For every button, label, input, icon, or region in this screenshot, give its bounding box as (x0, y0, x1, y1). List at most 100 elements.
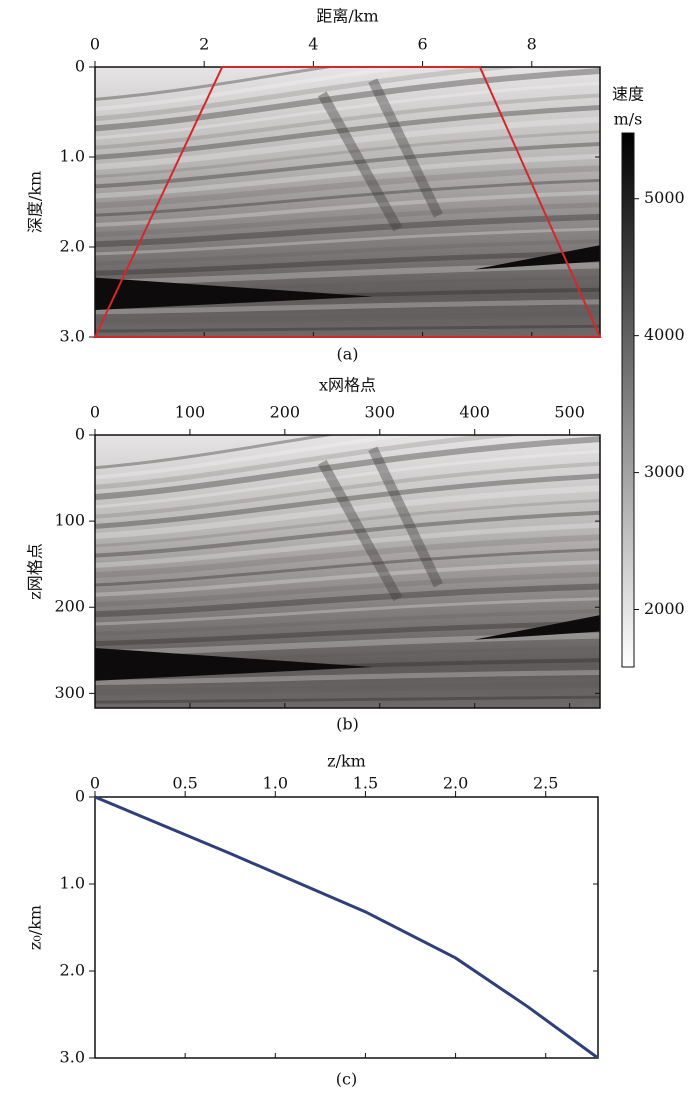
image-layer (95, 670, 600, 686)
x-axis-label: x网格点 (319, 376, 376, 395)
image-layer (95, 473, 600, 529)
image-layer (95, 105, 600, 160)
image-layer (95, 250, 600, 276)
image-layer (95, 213, 600, 248)
y-tick-label: 200 (54, 597, 85, 616)
y-tick-label: 3.0 (60, 1048, 85, 1067)
y-tick-label: 1.0 (60, 147, 85, 166)
caption: (b) (336, 715, 359, 734)
image-layer (95, 141, 600, 189)
colorbar-unit: m/s (614, 110, 643, 129)
x-tick-label: 8 (527, 35, 537, 54)
image-layer (95, 499, 600, 548)
x-tick-label: 300 (365, 403, 396, 422)
image-wedge (473, 615, 600, 640)
image-fault (368, 78, 443, 218)
line (94, 795, 599, 1060)
image-layer (95, 571, 600, 607)
image-layer (95, 620, 600, 647)
image-layer (95, 435, 528, 490)
image-layer (95, 190, 600, 227)
image-layer (95, 165, 600, 209)
image-layer (95, 67, 418, 112)
image-layer (95, 522, 600, 568)
image-layer (95, 68, 600, 132)
y-tick-label: 2.0 (60, 961, 85, 980)
x-tick-label: 200 (270, 403, 301, 422)
x-tick-label: 2 (199, 35, 209, 54)
image-layer (95, 93, 600, 150)
x-tick-label: 1.5 (353, 774, 378, 793)
image-layer (437, 707, 600, 708)
velocity-image (95, 435, 600, 708)
image-layer (95, 178, 600, 217)
colorbar-tick-label: 4000 (644, 325, 685, 344)
survey-outline (93, 66, 602, 338)
image-layer (95, 239, 600, 266)
image-wedge (95, 647, 373, 681)
x-tick-label: 1.0 (263, 774, 288, 793)
image-wedge (95, 277, 373, 310)
y-axis-label: z₀/km (26, 905, 45, 950)
y-tick-label: 2.0 (60, 237, 85, 256)
x-tick-label: 400 (459, 403, 490, 422)
image-layer (95, 311, 600, 325)
image-layer (95, 681, 600, 696)
x-tick-label: 500 (554, 403, 585, 422)
image-layer (95, 609, 600, 636)
image-layer (95, 461, 600, 519)
x-tick-label: 2.0 (443, 774, 468, 793)
image-layer (95, 202, 600, 238)
y-axis-label: 深度/km (26, 171, 45, 233)
y-tick-label: 1.0 (60, 874, 85, 893)
image-layer (95, 227, 600, 256)
velocity-image (95, 67, 600, 337)
colorbar-tick-label: 2000 (644, 599, 685, 618)
image-fault (317, 459, 403, 602)
y-tick-label: 100 (54, 511, 85, 530)
image-layer (95, 597, 600, 626)
x-tick-label: 0 (90, 35, 100, 54)
plot-frame (94, 796, 599, 1059)
image-layer (432, 336, 600, 337)
image-layer (95, 695, 600, 704)
colorbar-tick-label: 3000 (644, 462, 685, 481)
y-tick-label: 0 (75, 425, 85, 444)
image-layer (95, 153, 600, 199)
x-tick-label: 4 (308, 35, 318, 54)
x-tick-label: 6 (417, 35, 427, 54)
image-layer (95, 485, 600, 540)
image-layer (95, 436, 600, 501)
image-layer (95, 534, 600, 579)
image-layer (95, 632, 600, 657)
plot-frame (94, 434, 601, 709)
colorbar-title: 速度 (612, 85, 644, 104)
image-layer (95, 299, 600, 315)
y-tick-label: 0 (75, 57, 85, 76)
x-tick-label: 0 (90, 403, 100, 422)
y-tick-label: 300 (54, 683, 85, 702)
caption: (a) (336, 345, 358, 364)
image-layer (95, 116, 600, 170)
image-layer (95, 510, 600, 558)
image-layer (95, 449, 600, 509)
image-fault (317, 91, 403, 232)
caption: (c) (336, 1070, 357, 1089)
image-fault (368, 446, 443, 588)
x-axis-label: z/km (327, 752, 366, 771)
image-layer (95, 67, 529, 122)
image-wedge (473, 245, 600, 270)
image-layer (95, 435, 337, 470)
image-layer (95, 324, 600, 333)
colorbar-tick-label: 5000 (644, 188, 685, 207)
x-tick-label: 0.5 (172, 774, 197, 793)
colorbar (621, 132, 635, 668)
image-layer (95, 548, 600, 587)
image-layer (95, 583, 600, 618)
y-axis-label: z网格点 (26, 543, 45, 599)
image-layer (95, 67, 337, 101)
image-layer (95, 435, 418, 480)
x-axis-label: 距离/km (316, 7, 378, 26)
y-tick-label: 3.0 (60, 327, 85, 346)
